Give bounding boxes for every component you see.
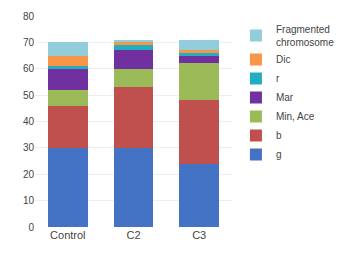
svg-text:Fragmentedchromosome: Fragmentedchromosome [276,24,334,48]
svg-text:Mar: Mar [276,92,294,103]
svg-text:20: 20 [23,169,35,180]
svg-text:70: 70 [23,37,35,48]
svg-text:0: 0 [28,222,34,233]
svg-text:30: 30 [23,142,35,153]
svg-text:r: r [276,73,280,84]
svg-text:g: g [276,149,282,160]
svg-text:C2: C2 [126,229,140,241]
svg-text:Control: Control [50,229,85,241]
svg-text:10: 10 [23,195,35,206]
svg-text:40: 40 [23,116,35,127]
svg-text:Dic: Dic [276,54,290,65]
svg-text:C3: C3 [192,229,206,241]
svg-text:b: b [276,130,282,141]
svg-text:Min, Ace: Min, Ace [276,111,315,122]
svg-text:60: 60 [23,63,35,74]
svg-text:50: 50 [23,90,35,101]
svg-text:80: 80 [23,11,35,22]
